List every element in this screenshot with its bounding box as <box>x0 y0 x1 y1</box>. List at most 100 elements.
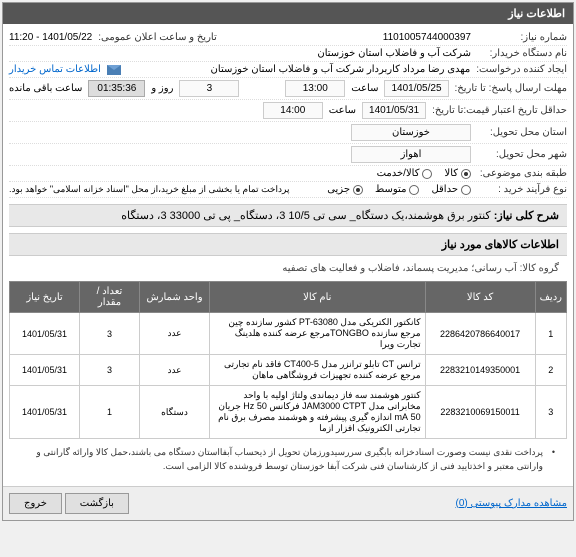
need-number-value: 1101005744000397 <box>383 32 471 43</box>
cell-row: 1 <box>535 313 566 355</box>
need-title-value: کنتور برق هوشمند،یک دستگاه_ سی تی 10/5 3… <box>121 210 490 222</box>
remain-label: ساعت باقی مانده <box>9 83 82 94</box>
table-row: 22283210149350001ترانس CT تابلو ترانزر م… <box>10 355 567 386</box>
attachments-link[interactable]: مشاهده مدارک پیوستی (0) <box>455 498 567 509</box>
radio-goods[interactable]: کالا <box>444 168 471 179</box>
payment-note: پرداخت تمام یا بخشی از مبلغ خرید،از محل … <box>9 184 289 195</box>
process-radio-group: حداقل متوسط جزیی <box>327 184 471 195</box>
cell-date: 1401/05/31 <box>10 355 80 386</box>
hour-label-1: ساعت <box>351 83 378 94</box>
radio-part[interactable]: جزیی <box>327 184 363 195</box>
back-button[interactable]: بازگشت <box>65 493 129 514</box>
cell-name: کنتور هوشمند سه فاز دیماندی ولتاژ اولیه … <box>210 386 426 439</box>
cell-qty: 3 <box>80 355 140 386</box>
requester-label: ایجاد کننده درخواست: <box>476 64 567 75</box>
row-deadline: مهلت ارسال پاسخ: تا تاریخ: 1401/05/25 سا… <box>9 78 567 100</box>
notes-block: پرداخت نقدی نیست وصورت اسنادخزانه بابگیر… <box>9 439 567 480</box>
contact-link[interactable]: اطلاعات تماس خریدار <box>9 64 101 75</box>
items-section-header: اطلاعات کالاهای مورد نیاز <box>9 233 567 256</box>
need-number-label: شماره نیاز: <box>477 32 567 43</box>
bottom-bar: مشاهده مدارک پیوستی (0) بازگشت خروج <box>3 486 573 520</box>
cell-name: ترانس CT تابلو ترانزر مدل CT400-5 فاقد ن… <box>210 355 426 386</box>
row-city: شهر محل تحویل: اهواز <box>9 144 567 166</box>
cell-unit: عدد <box>140 313 210 355</box>
validity-date: 1401/05/31 <box>362 102 426 119</box>
row-process: نوع فرآیند خرید : حداقل متوسط جزیی پرداخ… <box>9 182 567 198</box>
button-group: بازگشت خروج <box>9 493 129 514</box>
cell-code: 2283210149350001 <box>425 355 535 386</box>
col-name: نام کالا <box>210 282 426 313</box>
table-row: 12286420786640017کانکتور الکتریکی مدل PT… <box>10 313 567 355</box>
cell-row: 3 <box>535 386 566 439</box>
radio-goods-circle <box>461 169 471 179</box>
note-item: پرداخت نقدی نیست وصورت اسنادخزانه بابگیر… <box>21 445 555 474</box>
panel-body: شماره نیاز: 1101005744000397 تاریخ و ساع… <box>3 24 573 486</box>
radio-service[interactable]: کالا/خدمت <box>377 168 433 179</box>
items-table: ردیف کد کالا نام کالا واحد شمارش تعداد /… <box>9 281 567 439</box>
table-row: 32283210069150011کنتور هوشمند سه فاز دیم… <box>10 386 567 439</box>
category-radio-group: کالا کالا/خدمت <box>377 168 471 179</box>
table-header-row: ردیف کد کالا نام کالا واحد شمارش تعداد /… <box>10 282 567 313</box>
radio-mid-label: متوسط <box>375 184 406 195</box>
radio-mid[interactable]: متوسط <box>375 184 419 195</box>
items-tbody: 12286420786640017کانکتور الکتریکی مدل PT… <box>10 313 567 439</box>
announce-value: 1401/05/22 - 11:20 <box>9 32 92 43</box>
days-count: 3 <box>179 80 239 97</box>
cell-unit: عدد <box>140 355 210 386</box>
countdown-timer: 01:35:36 <box>88 80 145 97</box>
city-value: اهواز <box>351 146 471 163</box>
hour-label-2: ساعت <box>329 105 356 116</box>
radio-mid-circle <box>409 185 419 195</box>
radio-service-label: کالا/خدمت <box>377 168 420 179</box>
validity-hour: 14:00 <box>263 102 323 119</box>
buyer-value: شرکت آب و فاضلاب استان خوزستان <box>317 48 471 59</box>
need-title-label: شرح کلی نیاز: <box>494 210 559 222</box>
col-row: ردیف <box>535 282 566 313</box>
group-value: آب رسانی؛ مدیریت پسماند، فاضلاب و فعالیت… <box>282 263 516 274</box>
buyer-label: نام دستگاه خریدار: <box>477 48 567 59</box>
days-and: روز و <box>151 83 173 94</box>
row-requester: ایجاد کننده درخواست: مهدی رضا مرداد کارب… <box>9 62 567 78</box>
announce-label: تاریخ و ساعت اعلان عمومی: <box>98 32 217 43</box>
cell-qty: 1 <box>80 386 140 439</box>
radio-min[interactable]: حداقل <box>431 184 471 195</box>
radio-min-circle <box>461 185 471 195</box>
row-need-number: شماره نیاز: 1101005744000397 تاریخ و ساع… <box>9 30 567 46</box>
cell-code: 2283210069150011 <box>425 386 535 439</box>
group-row: گروه کالا: آب رسانی؛ مدیریت پسماند، فاضل… <box>9 260 567 277</box>
deadline-hour: 13:00 <box>285 80 345 97</box>
deadline-date: 1401/05/25 <box>384 80 448 97</box>
need-info-panel: اطلاعات نیاز شماره نیاز: 110100574400039… <box>2 2 574 521</box>
panel-title: اطلاعات نیاز <box>3 3 573 24</box>
envelope-icon <box>107 65 121 75</box>
radio-part-label: جزیی <box>327 184 350 195</box>
deadline-label: مهلت ارسال پاسخ: تا تاریخ: <box>455 83 567 94</box>
col-qty: تعداد / مقدار <box>80 282 140 313</box>
row-validity: حداقل تاریخ اعتبار قیمت:تا تاریخ: 1401/0… <box>9 100 567 122</box>
row-province: استان محل تحویل: خوزستان <box>9 122 567 144</box>
group-label: گروه کالا: <box>520 263 559 274</box>
radio-part-circle <box>353 185 363 195</box>
need-title-section: شرح کلی نیاز: کنتور برق هوشمند،یک دستگاه… <box>9 204 567 227</box>
requester-value: مهدی رضا مرداد کاربردار شرکت آب و فاضلاب… <box>211 64 471 75</box>
exit-button[interactable]: خروج <box>9 493 62 514</box>
validity-label: حداقل تاریخ اعتبار قیمت:تا تاریخ: <box>432 105 567 116</box>
row-buyer: نام دستگاه خریدار: شرکت آب و فاضلاب استا… <box>9 46 567 62</box>
col-date: تاریخ نیاز <box>10 282 80 313</box>
city-label: شهر محل تحویل: <box>477 149 567 160</box>
cell-date: 1401/05/31 <box>10 386 80 439</box>
cell-name: کانکتور الکتریکی مدل PT-63080 کشور سازند… <box>210 313 426 355</box>
process-label: نوع فرآیند خرید : <box>477 184 567 195</box>
radio-service-circle <box>422 169 432 179</box>
cell-code: 2286420786640017 <box>425 313 535 355</box>
category-label: طبقه بندی موضوعی: <box>477 168 567 179</box>
radio-min-label: حداقل <box>431 184 458 195</box>
cell-qty: 3 <box>80 313 140 355</box>
cell-date: 1401/05/31 <box>10 313 80 355</box>
col-code: کد کالا <box>425 282 535 313</box>
cell-row: 2 <box>535 355 566 386</box>
cell-unit: دستگاه <box>140 386 210 439</box>
province-label: استان محل تحویل: <box>477 127 567 138</box>
row-category: طبقه بندی موضوعی: کالا کالا/خدمت <box>9 166 567 182</box>
province-value: خوزستان <box>351 124 471 141</box>
